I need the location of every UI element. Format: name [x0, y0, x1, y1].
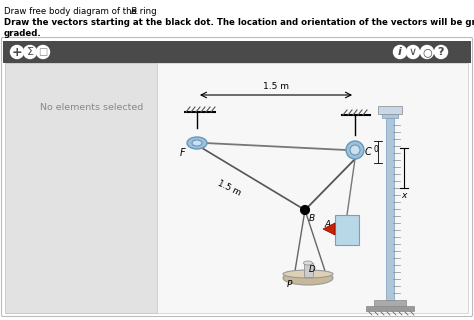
Text: D: D [309, 265, 316, 274]
Ellipse shape [303, 261, 312, 265]
Text: i: i [398, 47, 402, 57]
Text: ∨: ∨ [409, 47, 417, 57]
Circle shape [420, 45, 434, 59]
FancyBboxPatch shape [1, 37, 473, 316]
Bar [5, 63, 157, 313]
Circle shape [393, 45, 407, 59]
Text: 1.5 m: 1.5 m [217, 179, 243, 197]
Bar [382, 112, 398, 118]
Text: 0: 0 [374, 145, 379, 154]
Text: ?: ? [438, 47, 444, 57]
Ellipse shape [192, 140, 202, 146]
Circle shape [435, 45, 447, 59]
Text: Draw free body diagram of the ring: Draw free body diagram of the ring [4, 7, 159, 16]
Circle shape [24, 45, 36, 59]
Circle shape [407, 45, 419, 59]
Circle shape [10, 45, 24, 59]
Ellipse shape [283, 271, 333, 285]
Bar [304, 263, 313, 277]
Text: ○: ○ [422, 47, 432, 57]
Circle shape [301, 205, 310, 214]
Circle shape [36, 45, 49, 59]
Text: 1.5 m: 1.5 m [263, 82, 289, 91]
Text: B.: B. [131, 7, 140, 16]
Text: A: A [325, 220, 331, 229]
Text: B: B [309, 214, 315, 223]
Text: x: x [401, 190, 406, 199]
Bar [374, 300, 406, 308]
Text: Σ: Σ [27, 47, 34, 57]
Circle shape [350, 145, 360, 155]
Bar [3, 41, 471, 63]
Text: P: P [287, 280, 292, 289]
Bar [378, 106, 402, 114]
Bar [335, 215, 359, 245]
Text: +: + [12, 45, 22, 59]
Ellipse shape [187, 137, 207, 149]
Circle shape [346, 141, 364, 159]
Bar [386, 118, 394, 300]
Bar [366, 306, 414, 311]
Text: □: □ [38, 47, 47, 57]
Text: Draw the vectors starting at the black dot. The location and orientation of the : Draw the vectors starting at the black d… [4, 18, 474, 27]
Bar [157, 63, 468, 313]
Text: C: C [365, 147, 372, 157]
Text: No elements selected: No elements selected [40, 103, 143, 112]
Text: F: F [180, 148, 186, 158]
Polygon shape [323, 223, 335, 235]
Text: graded.: graded. [4, 29, 42, 38]
Ellipse shape [283, 270, 333, 278]
